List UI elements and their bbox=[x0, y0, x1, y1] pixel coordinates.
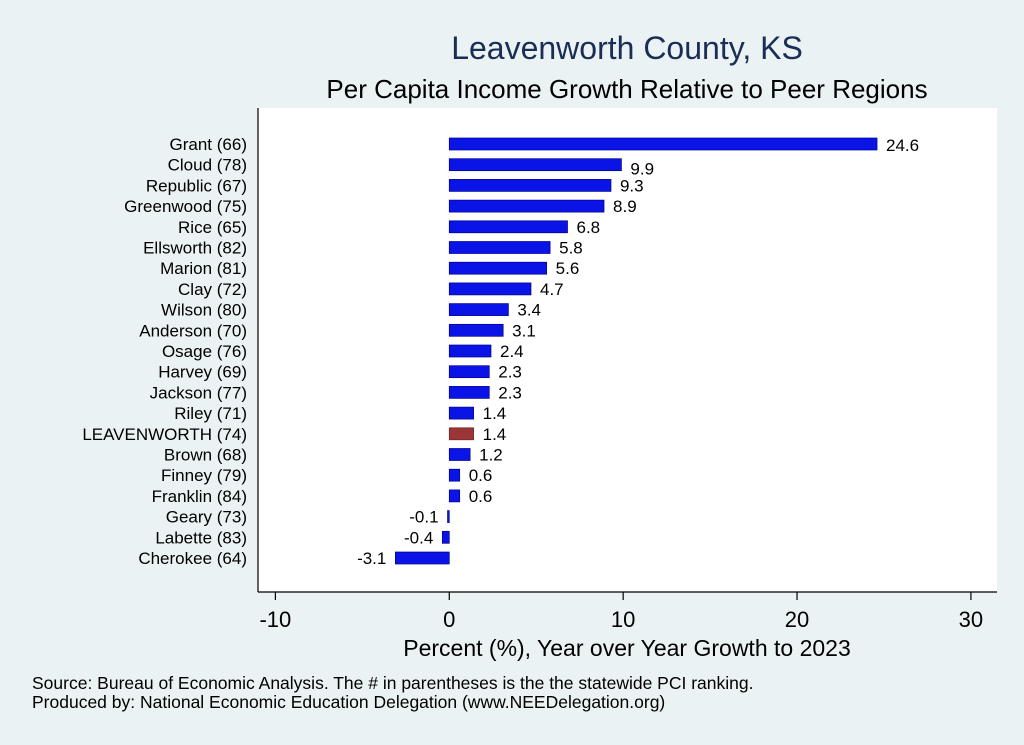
value-label-0: 24.6 bbox=[886, 136, 919, 155]
bar-15 bbox=[448, 448, 471, 461]
x-axis-label: Percent (%), Year over Year Growth to 20… bbox=[403, 635, 851, 661]
category-label-18: Geary (73) bbox=[166, 508, 247, 527]
bar-5 bbox=[448, 241, 551, 254]
bar-19 bbox=[441, 530, 450, 544]
plot-area bbox=[258, 108, 997, 592]
category-labels: Grant (66) Cloud (78)Republic (67) Greenwo… bbox=[82, 135, 247, 568]
x-tick-label-3: 20 bbox=[785, 607, 809, 632]
source-note: Source: Bureau of Economic Analysis. The… bbox=[32, 673, 753, 693]
value-label-5: 5.8 bbox=[559, 239, 583, 258]
bar-8 bbox=[448, 303, 509, 316]
value-label-15: 1.2 bbox=[479, 446, 503, 465]
category-label-16: Finney (79) bbox=[161, 466, 247, 485]
bar-0 bbox=[448, 137, 878, 151]
value-label-3: 8.9 bbox=[613, 197, 637, 216]
value-label-20: -3.1 bbox=[357, 549, 386, 568]
bar-6 bbox=[448, 261, 547, 275]
bars-group bbox=[395, 137, 878, 565]
chart-subtitle: Per Capita Income Growth Relative to Pee… bbox=[326, 74, 927, 104]
category-label-15: Brown (68) bbox=[164, 446, 247, 465]
bar-18 bbox=[447, 510, 450, 523]
category-label-19: Labette (83) bbox=[155, 528, 247, 547]
value-label-14: 1.4 bbox=[483, 425, 507, 444]
bar-3 bbox=[448, 199, 605, 213]
category-label-14: LEAVENWORTH (74) bbox=[82, 425, 247, 444]
category-label-2: Republic (67) bbox=[146, 176, 247, 195]
value-label-6: 5.6 bbox=[556, 259, 580, 278]
category-label-5: Ellsworth (82) bbox=[143, 239, 247, 258]
category-label-1: Cloud (78) bbox=[168, 156, 247, 175]
category-label-3: Greenwood (75) bbox=[124, 197, 247, 216]
bar-9 bbox=[448, 323, 504, 337]
category-label-0: Grant (66) bbox=[170, 135, 247, 154]
bar-14 bbox=[448, 427, 474, 441]
value-label-18: -0.1 bbox=[409, 508, 438, 527]
bar-16 bbox=[448, 468, 461, 482]
bar-1 bbox=[448, 158, 622, 172]
x-ticks: -10 0 10 20 30 bbox=[259, 592, 983, 632]
category-label-10: Osage (76) bbox=[162, 342, 247, 361]
category-label-8: Wilson (80) bbox=[161, 301, 247, 320]
value-label-17: 0.6 bbox=[469, 487, 493, 506]
bar-17 bbox=[448, 489, 461, 503]
bar-13 bbox=[448, 406, 474, 420]
bar-7 bbox=[448, 282, 532, 296]
value-label-11: 2.3 bbox=[498, 363, 522, 382]
value-label-4: 6.8 bbox=[577, 218, 601, 237]
category-label-4: Rice (65) bbox=[178, 218, 247, 237]
category-label-7: Clay (72) bbox=[178, 280, 247, 299]
value-label-7: 4.7 bbox=[540, 280, 564, 299]
value-labels: 24.6 9.99.3 8.9 6.8 5.85.6 4.7 3.43.1 2.4 2.32.3… bbox=[357, 136, 919, 568]
value-label-1: 9.9 bbox=[630, 160, 654, 179]
bar-20 bbox=[395, 551, 450, 565]
bar-4 bbox=[448, 220, 568, 234]
x-tick-label-1: 0 bbox=[443, 607, 455, 632]
x-tick-label-4: 30 bbox=[959, 607, 983, 632]
category-label-17: Franklin (84) bbox=[152, 487, 247, 506]
category-label-9: Anderson (70) bbox=[139, 321, 247, 340]
value-label-10: 2.4 bbox=[500, 342, 524, 361]
bar-11 bbox=[448, 365, 490, 379]
category-label-13: Riley (71) bbox=[174, 404, 247, 423]
x-tick-label-0: -10 bbox=[259, 607, 291, 632]
category-label-20: Cherokee (64) bbox=[138, 549, 247, 568]
bar-2 bbox=[448, 179, 612, 192]
value-label-16: 0.6 bbox=[469, 466, 493, 485]
bar-10 bbox=[448, 344, 492, 358]
category-label-11: Harvey (69) bbox=[158, 363, 247, 382]
value-label-8: 3.4 bbox=[517, 301, 541, 320]
bar-12 bbox=[448, 386, 490, 399]
value-label-12: 2.3 bbox=[498, 383, 522, 402]
value-label-9: 3.1 bbox=[512, 321, 536, 340]
category-label-12: Jackson (77) bbox=[150, 383, 247, 402]
category-label-6: Marion (81) bbox=[160, 259, 247, 278]
producer-note: Produced by: National Economic Education… bbox=[32, 692, 665, 712]
value-label-13: 1.4 bbox=[483, 404, 507, 423]
x-tick-label-2: 10 bbox=[611, 607, 635, 632]
chart-title: Leavenworth County, KS bbox=[451, 30, 803, 66]
value-label-19: -0.4 bbox=[404, 528, 433, 547]
value-label-2: 9.3 bbox=[620, 176, 644, 195]
